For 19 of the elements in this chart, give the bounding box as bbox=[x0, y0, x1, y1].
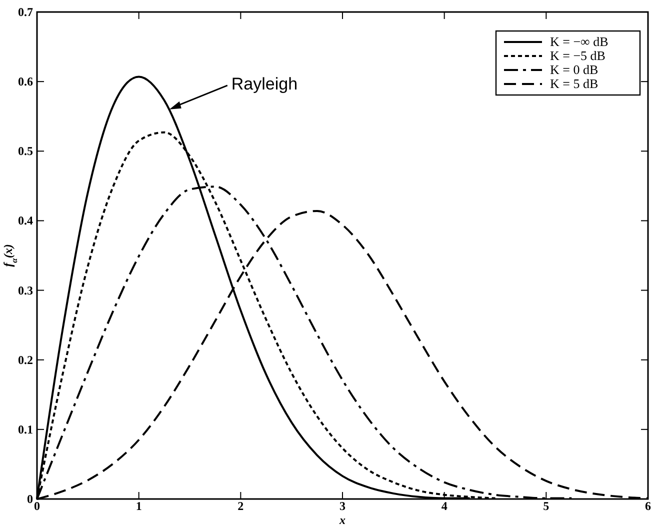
y-tick-label: 0.4 bbox=[18, 214, 33, 228]
legend-label: K = 0 dB bbox=[550, 62, 598, 77]
x-tick-label: 5 bbox=[543, 499, 550, 513]
y-tick-label: 0.3 bbox=[18, 283, 33, 298]
x-tick-label: 6 bbox=[645, 499, 651, 513]
legend-label: K = 5 dB bbox=[550, 76, 598, 91]
y-tick-label: 0.1 bbox=[18, 422, 33, 436]
legend-label: K = −∞ dB bbox=[550, 34, 609, 49]
x-axis-title: x bbox=[338, 513, 346, 525]
y-tick-label: 0.2 bbox=[18, 352, 33, 367]
legend-label: K = −5 dB bbox=[550, 48, 606, 63]
y-tick-label: 0.5 bbox=[18, 144, 33, 158]
x-tick-label: 4 bbox=[441, 499, 448, 513]
x-tick-label: 1 bbox=[136, 499, 142, 513]
y-tick-label: 0.7 bbox=[18, 5, 33, 19]
annotation: Rayleigh bbox=[231, 74, 298, 94]
y-tick-label: 0.6 bbox=[18, 74, 33, 89]
x-tick-label: 3 bbox=[340, 499, 346, 513]
x-tick-label: 2 bbox=[238, 499, 244, 513]
